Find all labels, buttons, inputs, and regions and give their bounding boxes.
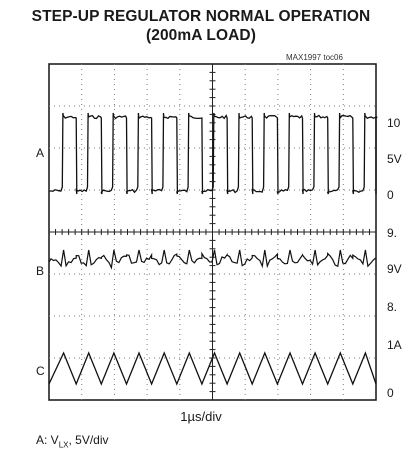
trace-b-label: B — [36, 264, 45, 278]
trace-c-right-label-top: 1A — [387, 338, 402, 352]
chart-subtitle: (200mA LOAD) — [145, 27, 256, 44]
trace-a-label: A — [36, 146, 45, 160]
trace-b-right-label-bottom: 8. — [387, 300, 398, 314]
trace-a-right-label-mid: 5V — [387, 152, 402, 166]
figure-id: MAX1997 toc06 — [286, 53, 343, 62]
trace-b-right-label-mid: 9V — [387, 262, 402, 276]
trace-a-right-label-bottom: 0 — [387, 188, 394, 202]
trace-a-waveform — [49, 112, 378, 195]
trace-b-waveform — [48, 249, 376, 270]
timebase-label: 1µs/div — [180, 409, 222, 424]
chart-title: STEP-UP REGULATOR NORMAL OPERATION — [31, 8, 371, 25]
trace-b-right-label-top: 9. — [387, 226, 398, 240]
trace-c-right-label-bottom: 0 — [387, 386, 394, 400]
caption-prefix: A: V — [36, 433, 59, 447]
caption-subscript: LX — [58, 440, 69, 450]
trace-a-caption: A: VLX, 5V/div — [36, 433, 109, 449]
trace-a-right-label-top: 10 — [387, 116, 401, 130]
trace-c-label: C — [36, 364, 45, 378]
caption-suffix: , 5V/div — [68, 433, 109, 447]
trace-c-waveform — [48, 351, 377, 386]
